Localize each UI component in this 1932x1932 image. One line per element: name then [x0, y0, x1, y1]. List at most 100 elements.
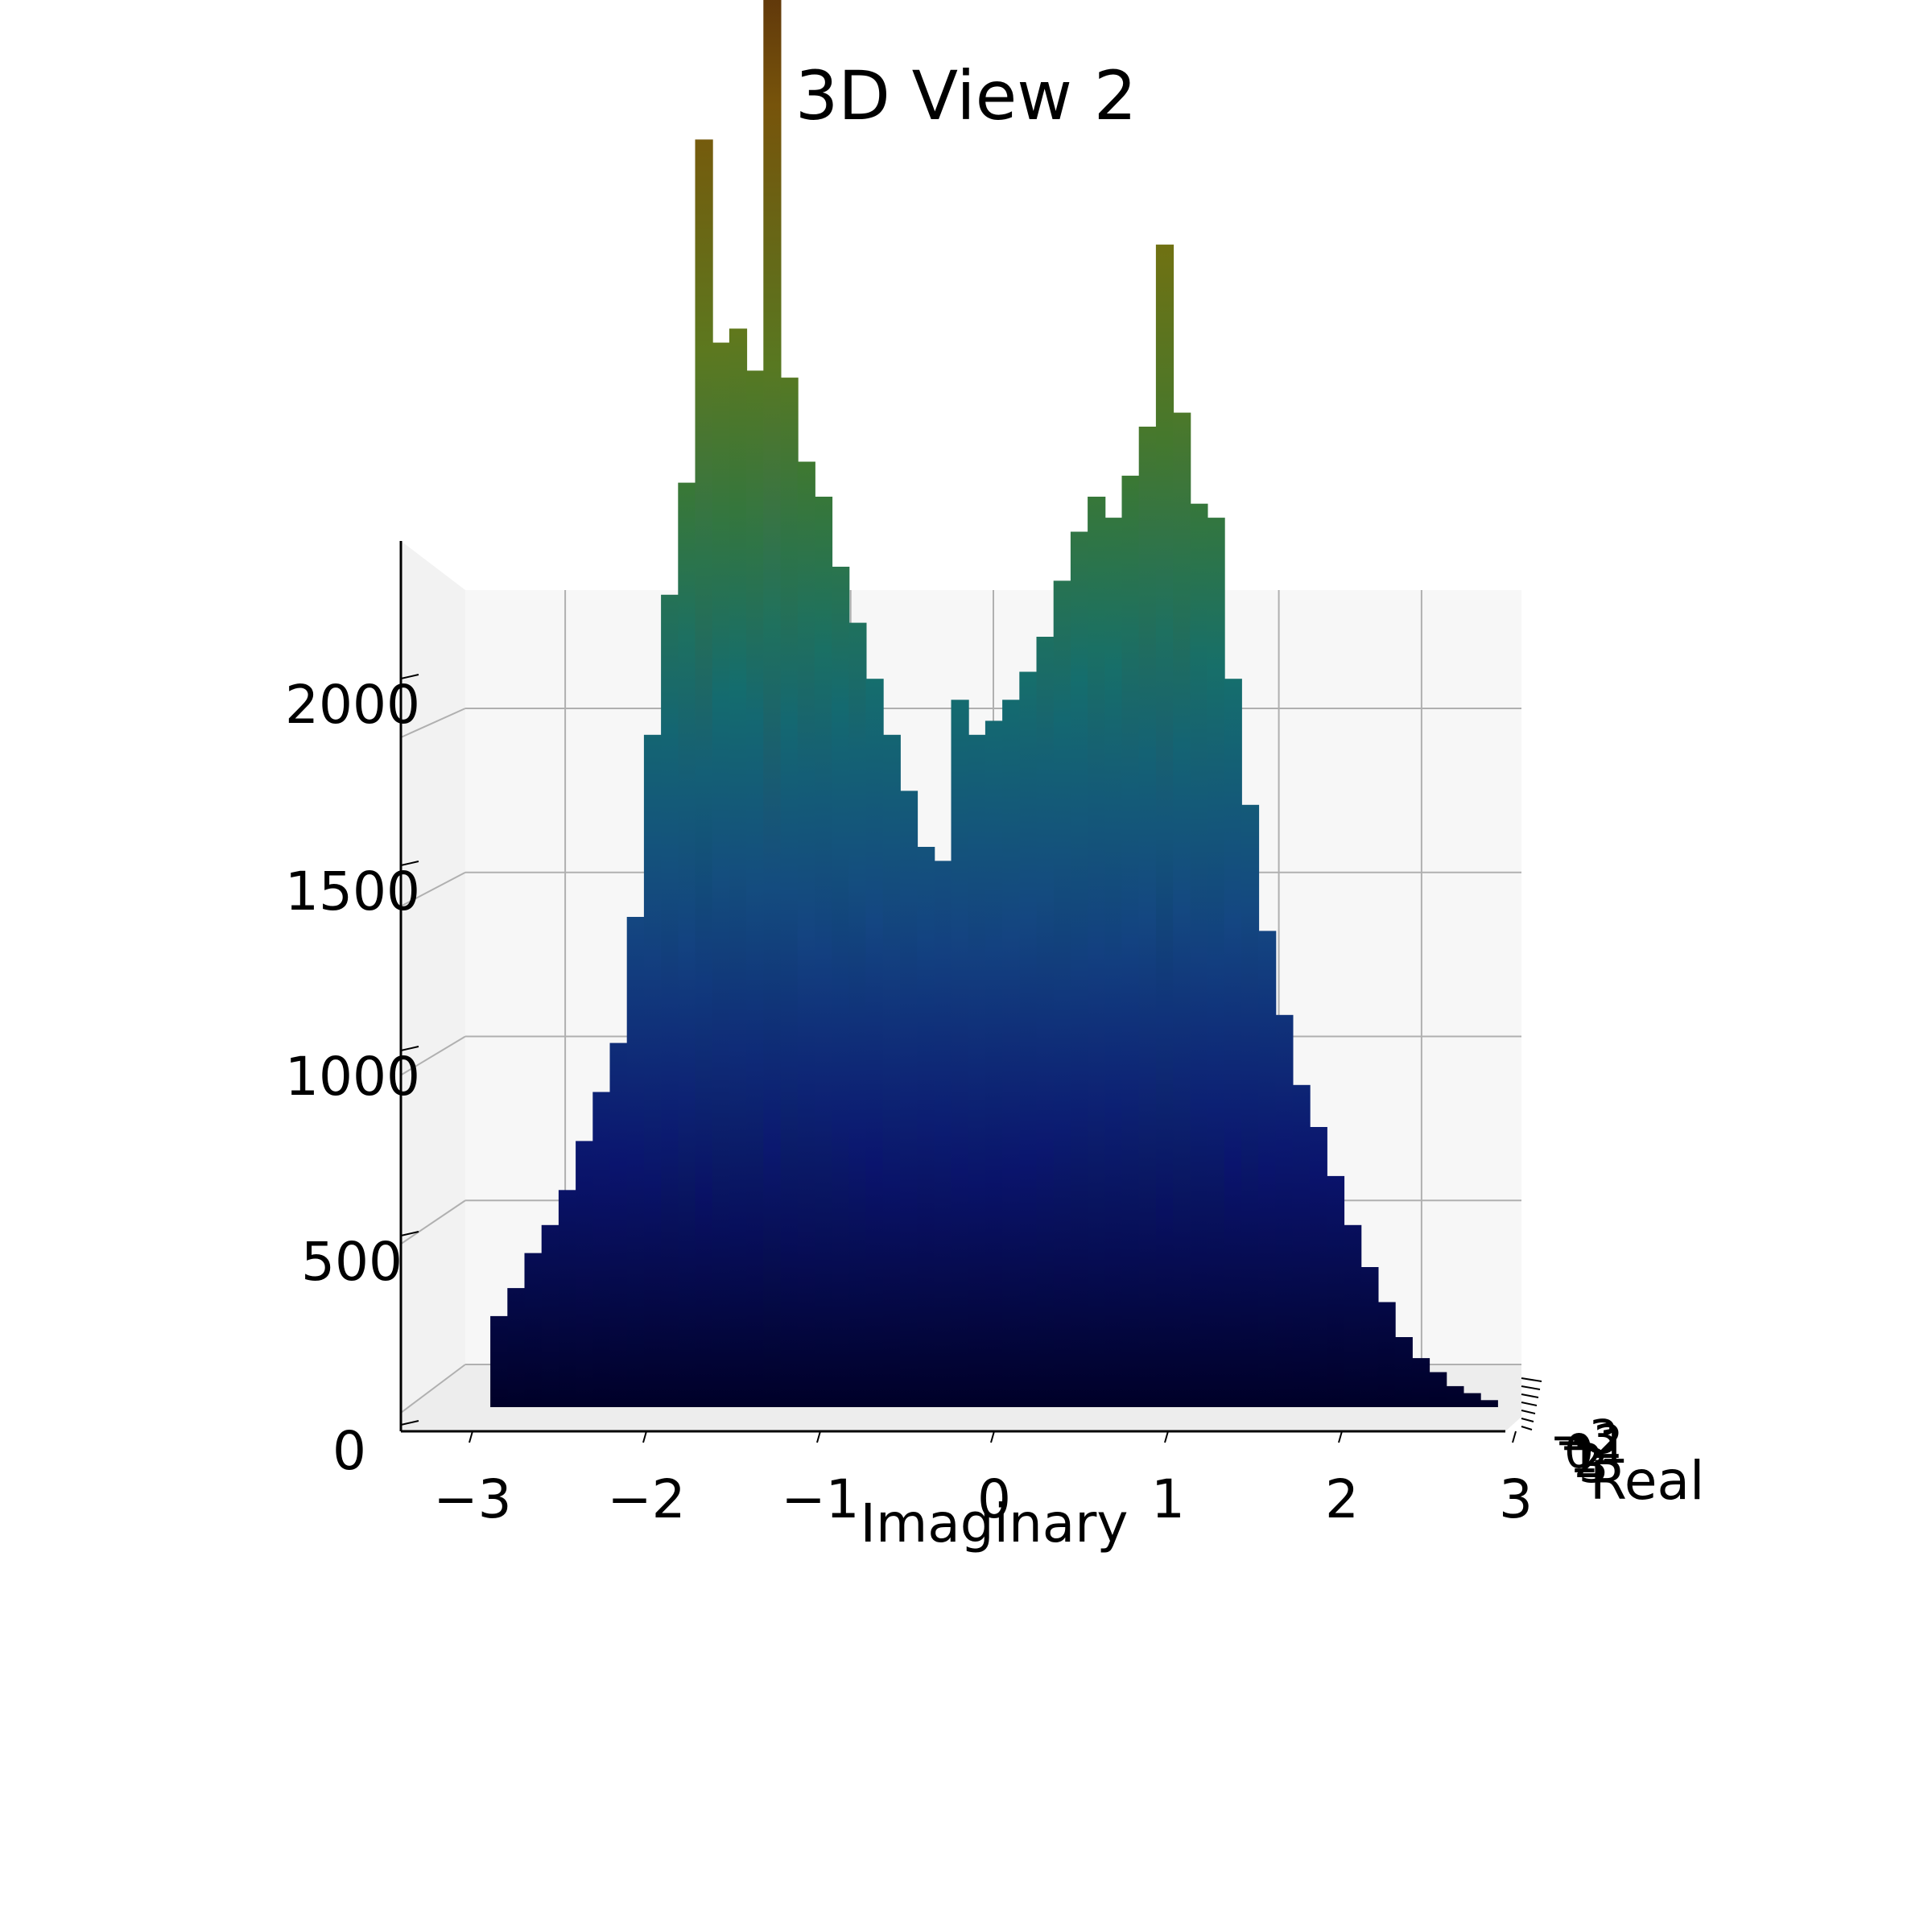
bar	[1411, 1358, 1430, 1407]
grid-line-z-side	[400, 1035, 466, 1076]
grid-line-z-side	[400, 1199, 466, 1245]
bar	[558, 1190, 577, 1407]
bar	[865, 679, 884, 1407]
bar	[1138, 427, 1157, 1407]
bar	[661, 594, 679, 1407]
bar	[1429, 1372, 1447, 1407]
bar	[643, 734, 663, 1407]
bar	[541, 1224, 559, 1407]
real-tick	[1521, 1410, 1536, 1414]
bar	[490, 1315, 509, 1407]
x-tick	[1164, 1430, 1169, 1443]
bar	[968, 734, 986, 1407]
x-tick-label: 0	[977, 1468, 1011, 1530]
bar	[1190, 503, 1208, 1408]
bar	[626, 917, 645, 1407]
grid-line-z-side	[400, 708, 466, 738]
bar	[848, 622, 867, 1407]
real-tick	[1521, 1385, 1541, 1390]
bar	[1036, 637, 1055, 1407]
z-tick	[400, 861, 419, 866]
z-tick	[400, 1231, 419, 1236]
z-tick-label: 2000	[285, 674, 420, 736]
bar	[1309, 1127, 1327, 1407]
bar	[951, 700, 969, 1407]
bar	[1224, 679, 1242, 1407]
z-tick-label: 500	[301, 1231, 402, 1293]
bar	[678, 482, 696, 1407]
bar	[780, 378, 799, 1408]
bar	[1121, 475, 1140, 1407]
bar	[1394, 1337, 1413, 1407]
bar	[1053, 580, 1071, 1407]
x-tick-label: −1	[781, 1468, 859, 1530]
real-tick	[1521, 1402, 1538, 1406]
bar	[1258, 931, 1277, 1407]
real-tick-label: 1	[1569, 1429, 1599, 1484]
x-tick	[1338, 1430, 1343, 1443]
real-tick-label: −3	[1550, 1410, 1619, 1464]
real-tick-label: 3	[1579, 1439, 1608, 1493]
bar	[1002, 700, 1021, 1407]
real-tick-label: −2	[1554, 1414, 1624, 1469]
bar	[1241, 804, 1260, 1407]
bar	[917, 847, 935, 1407]
bar	[576, 1141, 594, 1407]
bar	[832, 567, 850, 1407]
bar	[763, 0, 782, 1407]
z-tick	[400, 674, 419, 679]
bar	[985, 720, 1004, 1407]
bar	[1463, 1393, 1481, 1407]
real-tick-label: 0	[1564, 1424, 1594, 1479]
bar	[814, 497, 833, 1407]
x-tick-label: −2	[607, 1468, 685, 1530]
bar	[746, 370, 765, 1407]
bar	[1326, 1175, 1345, 1407]
bar	[729, 328, 748, 1408]
real-tick-label: 2	[1574, 1434, 1604, 1488]
z-tick-label: 0	[332, 1420, 366, 1482]
bar	[1155, 244, 1174, 1407]
bar	[1377, 1302, 1396, 1407]
bar	[1275, 1014, 1294, 1407]
x-tick	[642, 1430, 647, 1443]
bar	[1344, 1224, 1362, 1407]
bar	[524, 1253, 543, 1407]
grid-line-z-side	[400, 1364, 466, 1414]
grid-line-z-side	[400, 871, 466, 907]
bar	[934, 861, 952, 1407]
real-tick-label: −1	[1559, 1419, 1629, 1474]
bar	[1207, 518, 1225, 1407]
bar	[1446, 1385, 1464, 1407]
bar	[712, 342, 730, 1408]
bar	[609, 1042, 628, 1407]
real-tick	[1521, 1418, 1534, 1422]
z-tick	[400, 1046, 419, 1051]
x-tick	[990, 1430, 995, 1443]
bar	[797, 461, 815, 1407]
x-tick-label: 1	[1151, 1468, 1185, 1530]
bar	[695, 139, 713, 1407]
chart-title: 3D View 2	[795, 56, 1137, 135]
real-tick	[1521, 1377, 1542, 1382]
z-tick-label: 1500	[285, 861, 420, 923]
bar	[507, 1288, 526, 1407]
bar	[1480, 1400, 1498, 1407]
real-axis-label: Real	[1590, 1450, 1704, 1512]
bar	[1088, 497, 1106, 1407]
bar	[1070, 531, 1089, 1407]
bar	[592, 1092, 611, 1407]
x-tick-label: 3	[1499, 1468, 1533, 1530]
x-tick	[1512, 1430, 1517, 1443]
real-tick	[1521, 1393, 1539, 1398]
x-tick-label: −3	[433, 1468, 511, 1530]
real-tick	[1521, 1426, 1533, 1430]
bar	[1173, 412, 1191, 1407]
bar	[882, 734, 901, 1407]
bar	[899, 791, 919, 1407]
bar	[1019, 671, 1038, 1407]
bar	[1292, 1084, 1311, 1407]
z-tick	[400, 1420, 419, 1426]
